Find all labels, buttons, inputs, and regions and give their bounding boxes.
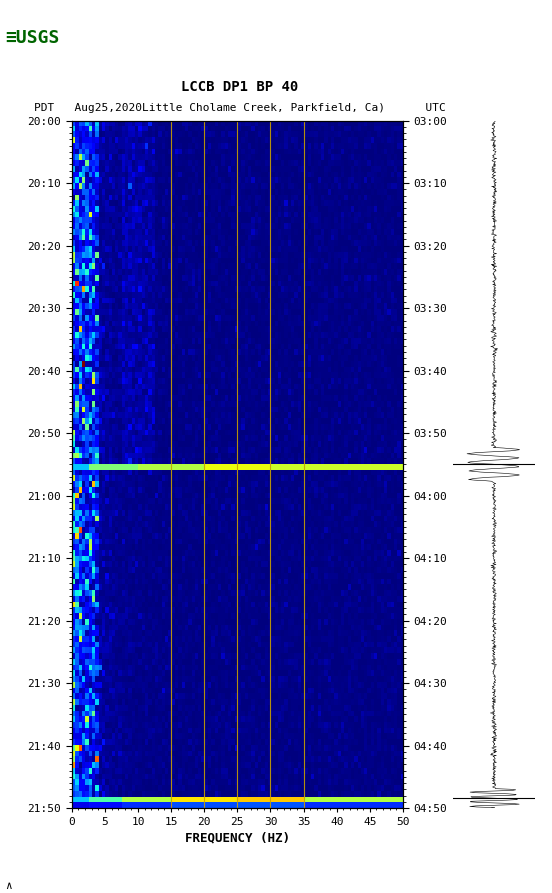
Text: PDT   Aug25,2020Little Cholame Creek, Parkfield, Ca)      UTC: PDT Aug25,2020Little Cholame Creek, Park…	[34, 103, 446, 113]
Text: LCCB DP1 BP 40: LCCB DP1 BP 40	[182, 79, 299, 94]
X-axis label: FREQUENCY (HZ): FREQUENCY (HZ)	[185, 831, 290, 845]
Text: ∧: ∧	[6, 880, 12, 890]
Text: ≡USGS: ≡USGS	[6, 29, 60, 46]
